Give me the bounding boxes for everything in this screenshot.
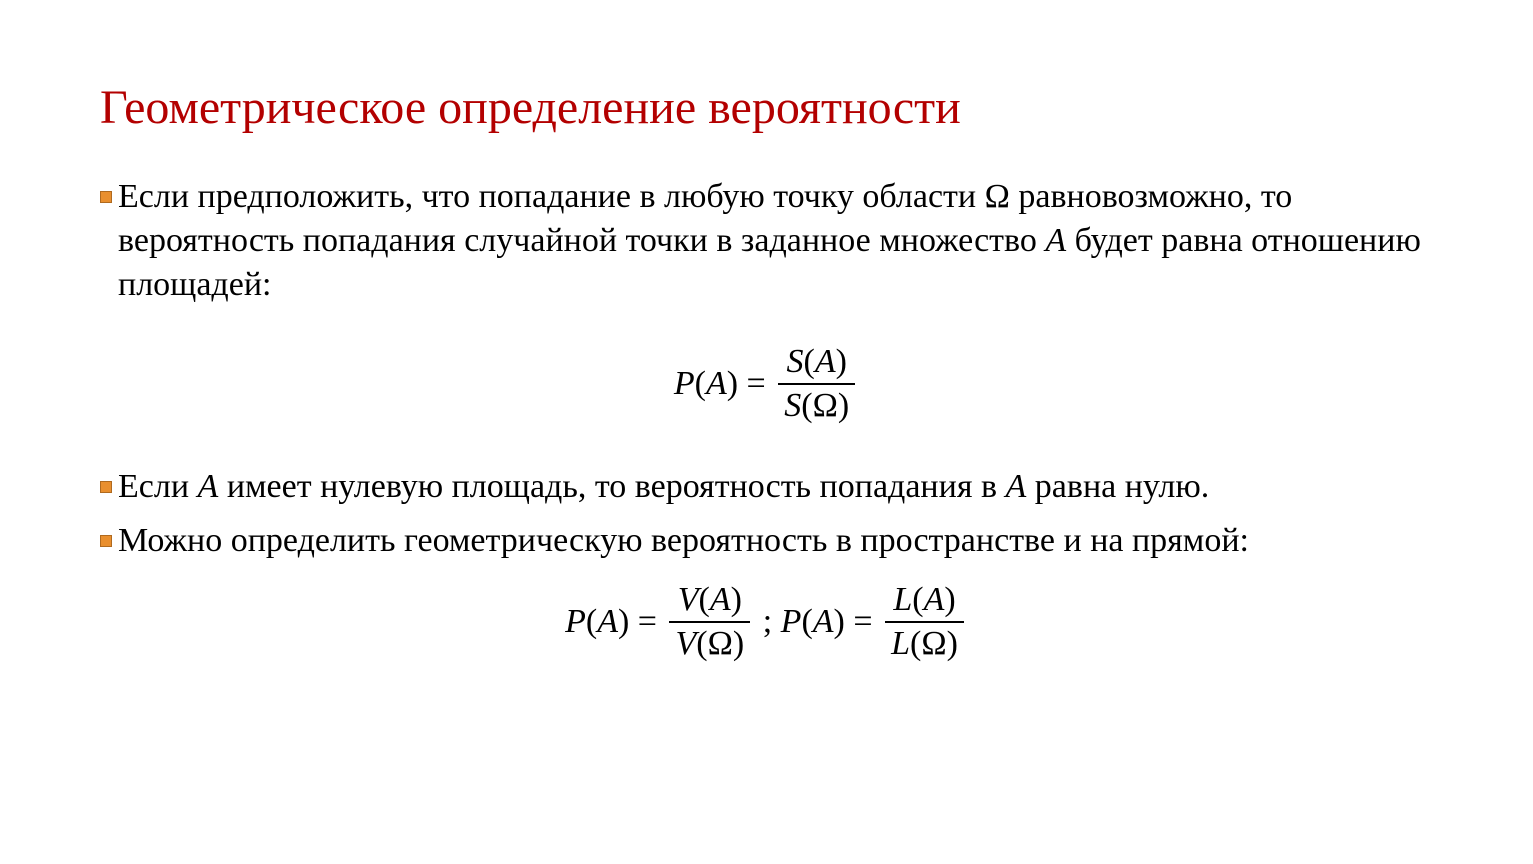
paren-open: ( xyxy=(912,581,923,618)
paren-close: ) xyxy=(731,581,742,618)
paren-close: ) xyxy=(947,625,958,662)
paren-close: ) xyxy=(838,387,849,424)
var-A: A xyxy=(1045,222,1066,259)
bullet-text-2: Если A имеет нулевую площадь, то вероятн… xyxy=(118,465,1209,509)
sym-omega: Ω xyxy=(813,387,838,424)
sym-P: P xyxy=(674,365,695,402)
paren-open: ( xyxy=(699,581,710,618)
sym-V: V xyxy=(678,581,699,618)
formula-lhs: P(A) xyxy=(781,603,845,641)
sym-P: P xyxy=(565,603,586,640)
equals-sign: = xyxy=(853,603,872,641)
sym-A: A xyxy=(813,603,834,640)
paren-close: ) xyxy=(727,365,738,402)
paren-close: ) xyxy=(836,343,847,380)
bullet-icon xyxy=(100,535,112,547)
slide: Геометрическое определение вероятности Е… xyxy=(0,0,1533,723)
paren-open: ( xyxy=(801,387,812,424)
sym-S: S xyxy=(786,343,803,380)
var-A: A xyxy=(198,468,219,505)
separator: ; xyxy=(763,603,772,641)
equals-sign: = xyxy=(747,365,766,403)
sym-omega: Ω xyxy=(921,625,946,662)
bullet-item-1: Если предположить, что попадание в любую… xyxy=(100,175,1433,308)
sym-V: V xyxy=(675,625,696,662)
paren-open: ( xyxy=(910,625,921,662)
var-A: A xyxy=(1006,468,1027,505)
fraction-denominator: V(Ω) xyxy=(669,621,750,663)
fraction-numerator: V(A) xyxy=(669,581,750,621)
bullet-text-1: Если предположить, что попадание в любую… xyxy=(118,175,1433,308)
sym-A: A xyxy=(597,603,618,640)
slide-title: Геометрическое определение вероятности xyxy=(100,80,1433,135)
sym-A: A xyxy=(706,365,727,402)
paren-close: ) xyxy=(618,603,629,640)
paren-open: ( xyxy=(696,625,707,662)
text-fragment: равна нулю. xyxy=(1026,468,1209,505)
sym-A: A xyxy=(924,581,945,618)
equals-sign: = xyxy=(638,603,657,641)
paren-open: ( xyxy=(801,603,812,640)
bullet-item-2: Если A имеет нулевую площадь, то вероятн… xyxy=(100,465,1433,509)
formula-volume-length-ratio: P(A) = V(A) V(Ω) ; P(A) = L(A) L(Ω) xyxy=(100,581,1433,663)
paren-close: ) xyxy=(834,603,845,640)
paren-open: ( xyxy=(695,365,706,402)
paren-close: ) xyxy=(944,581,955,618)
text-fragment: имеет нулевую площадь, то вероятность по… xyxy=(218,468,1005,505)
sym-L: L xyxy=(893,581,912,618)
fraction-numerator: L(A) xyxy=(885,581,964,621)
sym-L: L xyxy=(891,625,910,662)
bullet-text-3: Можно определить геометрическую вероятно… xyxy=(118,519,1249,563)
paren-open: ( xyxy=(803,343,814,380)
fraction: L(A) L(Ω) xyxy=(885,581,964,663)
fraction: V(A) V(Ω) xyxy=(669,581,750,663)
sym-A: A xyxy=(710,581,731,618)
sym-A: A xyxy=(815,343,836,380)
text-fragment: Если xyxy=(118,468,198,505)
bullet-icon xyxy=(100,481,112,493)
formula-lhs: P(A) xyxy=(674,365,738,403)
paren-close: ) xyxy=(733,625,744,662)
fraction: S(A) S(Ω) xyxy=(778,343,855,425)
fraction-denominator: S(Ω) xyxy=(778,383,855,425)
bullet-icon xyxy=(100,191,112,203)
fraction-denominator: L(Ω) xyxy=(885,621,964,663)
paren-open: ( xyxy=(586,603,597,640)
bullet-item-3: Можно определить геометрическую вероятно… xyxy=(100,519,1433,563)
sym-omega: Ω xyxy=(708,625,733,662)
sym-S: S xyxy=(784,387,801,424)
fraction-numerator: S(A) xyxy=(778,343,855,383)
formula-lhs: P(A) xyxy=(565,603,629,641)
formula-area-ratio: P(A) = S(A) S(Ω) xyxy=(100,343,1433,425)
sym-P: P xyxy=(781,603,802,640)
